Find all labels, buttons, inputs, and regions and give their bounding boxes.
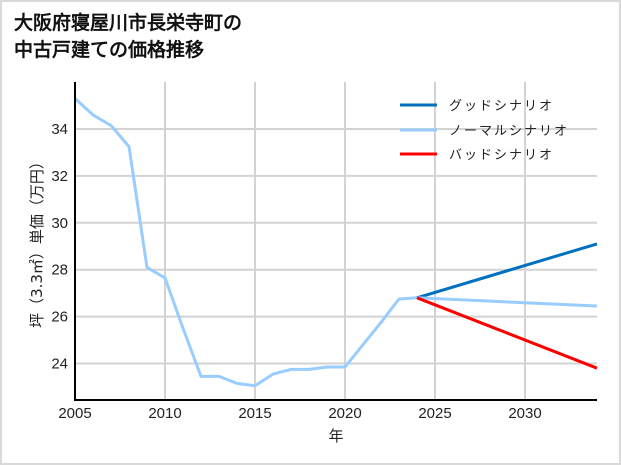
series-line-3 <box>416 296 598 370</box>
y-tick-labels: 24 26 28 30 32 34 <box>51 121 68 373</box>
chart-title-line-2: 中古戸建ての価格推移 <box>14 39 205 61</box>
axes <box>74 82 597 401</box>
series-line-0 <box>73 97 418 388</box>
y-tick-label: 30 <box>51 215 68 232</box>
x-tick-label: 2025 <box>418 405 451 422</box>
chart-title-line-1: 大阪府寝屋川市長栄寺町の <box>14 12 243 34</box>
y-tick-label: 32 <box>51 168 68 185</box>
legend-label-good: グッドシナリオ <box>449 99 554 114</box>
legend-label-bad: バッドシナリオ <box>449 148 554 163</box>
x-tick-label: 2005 <box>58 405 91 422</box>
x-tick-labels: 2005 2010 2015 2020 2025 2030 <box>58 405 541 422</box>
gridlines <box>75 82 597 400</box>
legend-label-normal: ノーマルシナリオ <box>449 124 569 139</box>
x-tick-label: 2030 <box>508 405 541 422</box>
y-axis-label: 坪（3.3㎡）単価（万円） <box>28 154 46 328</box>
x-axis-label: 年 <box>328 427 343 445</box>
y-tick-label: 28 <box>51 262 68 279</box>
y-tick-label: 24 <box>51 356 68 373</box>
legend: グッドシナリオ ノーマルシナリオ バッドシナリオ <box>400 99 569 163</box>
series-line-1 <box>416 242 598 300</box>
x-tick-label: 2010 <box>148 405 181 422</box>
chart-title: 大阪府寝屋川市長栄寺町の 中古戸建ての価格推移 <box>14 10 242 64</box>
series-line-2 <box>416 296 598 308</box>
x-tick-label: 2015 <box>238 405 271 422</box>
x-tick-label: 2020 <box>328 405 361 422</box>
y-tick-label: 34 <box>51 121 68 138</box>
data-series <box>73 97 598 388</box>
y-tick-label: 26 <box>51 309 68 326</box>
